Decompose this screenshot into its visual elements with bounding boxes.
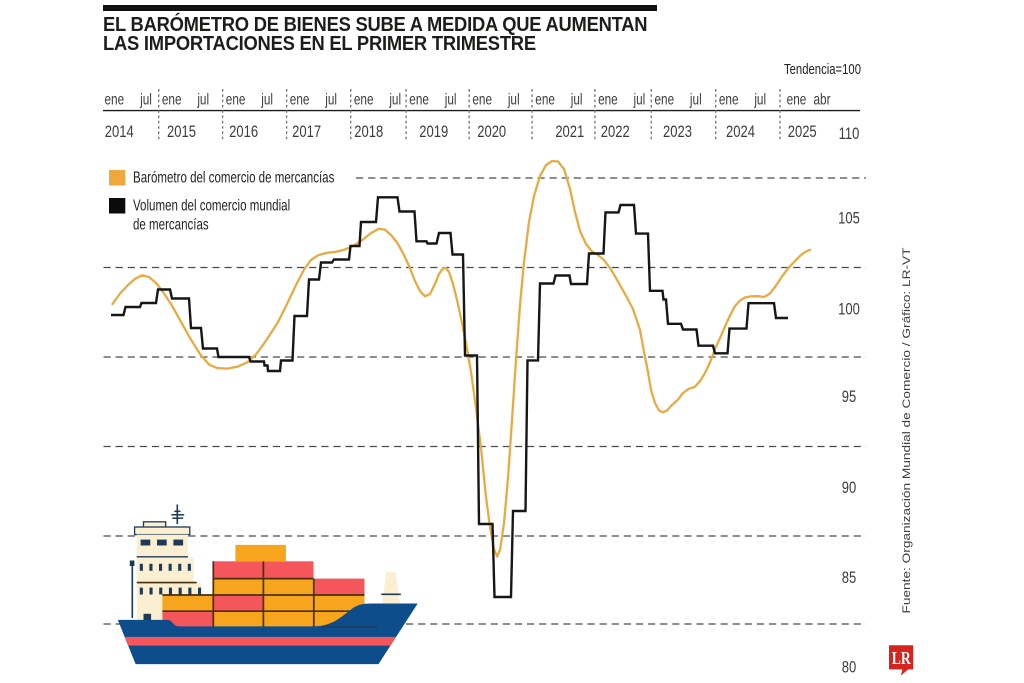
svg-text:ene: ene [535, 91, 555, 108]
svg-text:Fuente: Organización Mundial d: Fuente: Organización Mundial de Comercio… [900, 247, 913, 613]
svg-text:abr: abr [813, 91, 830, 108]
svg-text:jul: jul [507, 91, 520, 108]
svg-text:2022: 2022 [601, 124, 630, 142]
svg-text:jul: jul [196, 91, 209, 108]
svg-text:jul: jul [570, 91, 583, 108]
svg-text:90: 90 [842, 479, 856, 497]
svg-text:jul: jul [444, 91, 457, 108]
svg-text:2016: 2016 [229, 124, 258, 142]
svg-text:jul: jul [753, 91, 766, 108]
svg-text:95: 95 [842, 388, 856, 406]
svg-text:2017: 2017 [292, 124, 321, 142]
svg-text:ene: ene [787, 91, 807, 108]
svg-text:Barómetro del comercio de merc: Barómetro del comercio de mercancías [133, 169, 335, 186]
svg-text:ene: ene [290, 91, 310, 108]
svg-text:ene: ene [472, 91, 492, 108]
svg-text:LR: LR [892, 650, 912, 669]
svg-text:jul: jul [388, 91, 401, 108]
svg-text:110: 110 [839, 125, 860, 143]
svg-text:Tendencia=100: Tendencia=100 [784, 61, 861, 78]
svg-text:jul: jul [260, 91, 273, 108]
svg-text:ene: ene [409, 91, 429, 108]
svg-text:105: 105 [838, 210, 860, 228]
svg-text:2015: 2015 [167, 124, 196, 142]
svg-text:ene: ene [104, 91, 124, 108]
svg-text:2018: 2018 [354, 124, 383, 142]
svg-text:2023: 2023 [663, 124, 692, 142]
svg-text:de mercancías: de mercancías [133, 216, 209, 233]
svg-text:jul: jul [324, 91, 337, 108]
svg-text:2020: 2020 [477, 124, 506, 142]
svg-text:80: 80 [842, 659, 856, 677]
svg-text:2019: 2019 [419, 124, 448, 142]
svg-text:ene: ene [226, 91, 246, 108]
svg-text:2021: 2021 [555, 124, 584, 142]
svg-text:2014: 2014 [105, 124, 134, 142]
svg-text:2024: 2024 [726, 124, 755, 142]
svg-text:2025: 2025 [788, 124, 817, 142]
svg-text:ene: ene [162, 91, 182, 108]
svg-text:ene: ene [654, 91, 674, 108]
svg-text:jul: jul [633, 91, 646, 108]
svg-text:85: 85 [842, 569, 856, 587]
svg-text:ene: ene [719, 91, 739, 108]
svg-text:ene: ene [598, 91, 618, 108]
svg-text:100: 100 [838, 301, 860, 319]
svg-text:jul: jul [689, 91, 702, 108]
svg-text:jul: jul [139, 91, 152, 108]
svg-text:Volumen del comercio mundial: Volumen del comercio mundial [133, 197, 290, 214]
svg-text:ene: ene [354, 91, 374, 108]
